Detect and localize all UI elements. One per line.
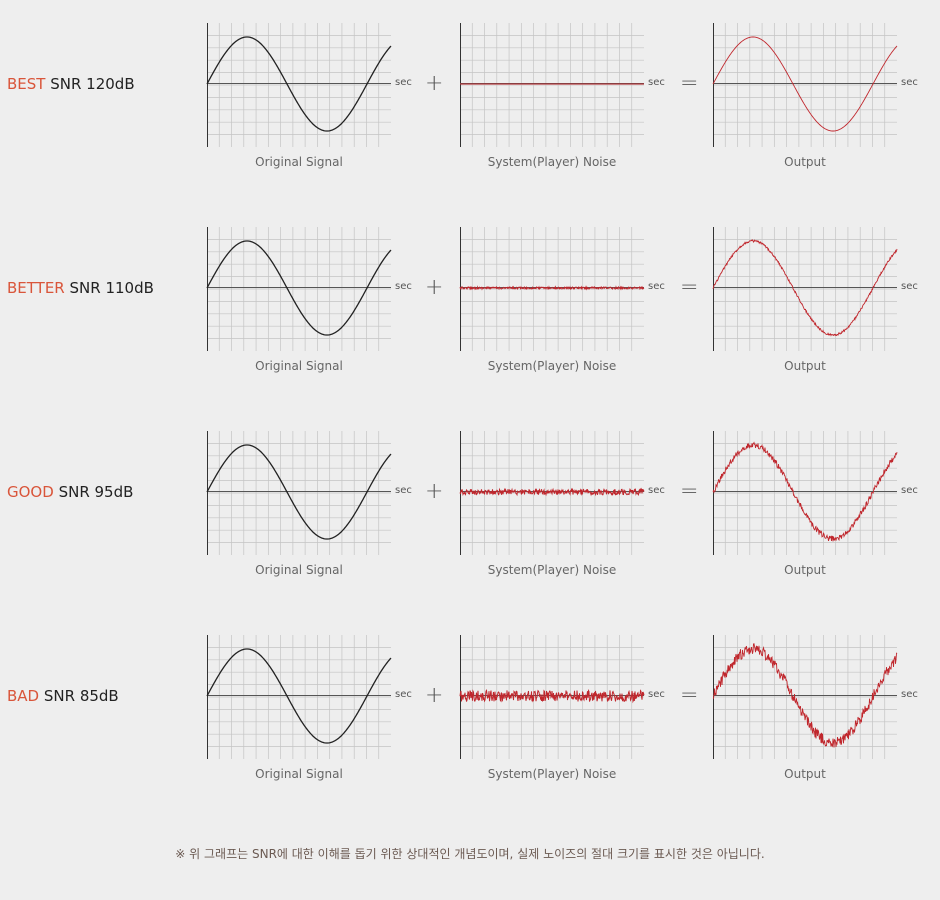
graph-caption: Original Signal <box>255 767 343 781</box>
grade-label: BEST <box>7 75 46 93</box>
axis-unit-label: sec <box>395 77 412 88</box>
equals-operator: = <box>680 479 699 504</box>
graph-caption: Output <box>784 359 826 373</box>
axis-unit-label: sec <box>395 689 412 700</box>
axis-unit-label: sec <box>901 485 918 496</box>
signal-waveform <box>206 648 392 744</box>
axis-unit-label: sec <box>901 77 918 88</box>
axis-unit-label: sec <box>395 485 412 496</box>
plus-operator: + <box>425 71 444 96</box>
noise-graph <box>459 227 645 351</box>
output-graph <box>712 23 898 147</box>
original-signal-graph <box>206 635 392 759</box>
grade-label: GOOD <box>7 483 54 501</box>
graph-caption: System(Player) Noise <box>487 563 617 577</box>
grade-label: BAD <box>7 687 40 705</box>
graph-caption: Original Signal <box>255 563 343 577</box>
graph-caption: Output <box>784 155 826 169</box>
graph-caption: System(Player) Noise <box>487 767 617 781</box>
noise-graph <box>459 635 645 759</box>
footnote: ※ 위 그래프는 SNR에 대한 이해를 돕기 위한 상대적인 개념도이며, 실… <box>175 847 765 861</box>
graph-caption: Original Signal <box>255 359 343 373</box>
axis-unit-label: sec <box>648 77 665 88</box>
plus-operator: + <box>425 275 444 300</box>
row-label: BAD SNR 85dB <box>7 687 119 705</box>
axis-unit-label: sec <box>648 689 665 700</box>
signal-waveform <box>206 444 392 540</box>
graph-caption: Output <box>784 563 826 577</box>
axis-unit-label: sec <box>648 485 665 496</box>
snr-label: SNR 85dB <box>43 687 119 705</box>
plus-operator: + <box>425 683 444 708</box>
grade-label: BETTER <box>7 279 65 297</box>
noise-graph <box>460 23 644 147</box>
snr-label: SNR 120dB <box>50 75 135 93</box>
output-waveform <box>712 239 898 337</box>
original-signal-graph <box>206 227 392 351</box>
original-signal-graph <box>206 23 392 147</box>
graph-caption: System(Player) Noise <box>487 155 617 169</box>
row-label: BETTER SNR 110dB <box>7 279 154 297</box>
equals-operator: = <box>680 683 699 708</box>
output-graph <box>712 431 898 555</box>
noise-graph <box>459 431 645 555</box>
equals-operator: = <box>680 71 699 96</box>
signal-waveform <box>206 240 392 336</box>
graph-caption: Original Signal <box>255 155 343 169</box>
snr-label: SNR 110dB <box>69 279 154 297</box>
graph-caption: Output <box>784 767 826 781</box>
equals-operator: = <box>680 275 699 300</box>
output-waveform <box>712 643 898 748</box>
graph-caption: System(Player) Noise <box>487 359 617 373</box>
axis-unit-label: sec <box>901 281 918 292</box>
axis-unit-label: sec <box>648 281 665 292</box>
output-graph <box>712 635 898 759</box>
axis-unit-label: sec <box>395 281 412 292</box>
axis-unit-label: sec <box>901 689 918 700</box>
output-waveform <box>712 36 898 132</box>
output-waveform <box>712 441 898 542</box>
original-signal-graph <box>206 431 392 555</box>
noise-waveform <box>459 688 645 704</box>
noise-waveform <box>459 487 645 497</box>
signal-waveform <box>206 36 392 132</box>
output-graph <box>712 227 898 351</box>
row-label: GOOD SNR 95dB <box>7 483 133 501</box>
snr-label: SNR 95dB <box>58 483 134 501</box>
row-label: BEST SNR 120dB <box>7 75 135 93</box>
noise-waveform <box>459 285 645 291</box>
plus-operator: + <box>425 479 444 504</box>
